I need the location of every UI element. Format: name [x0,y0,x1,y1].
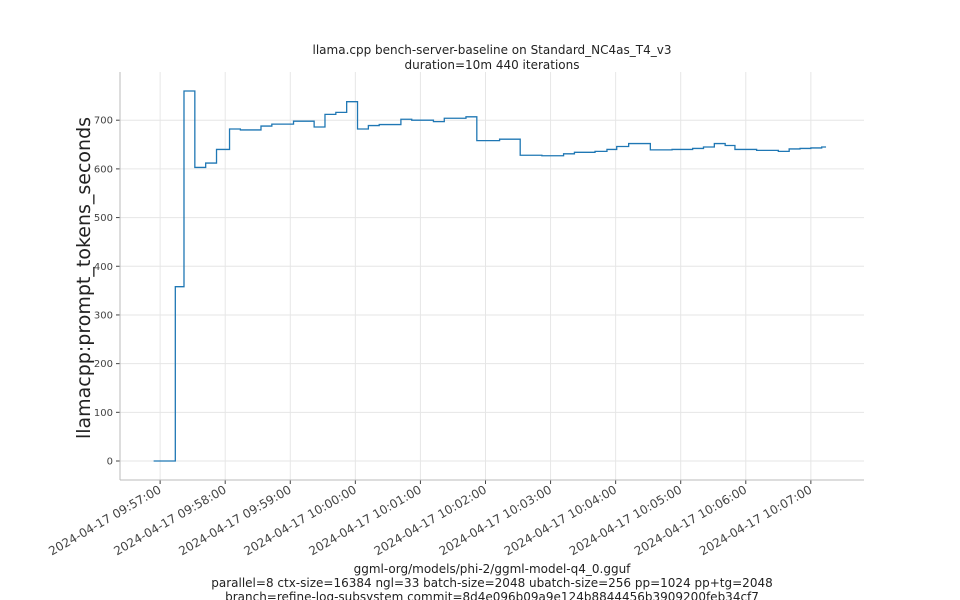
chart-subtitle: duration=10m 440 iterations [405,58,580,72]
x-tick-label: 2024-04-17 10:07:00 [697,482,814,558]
y-tick-label: 400 [94,262,113,273]
y-tick-label: 200 [94,359,113,370]
x-tick-label: 2024-04-17 10:04:00 [502,482,619,558]
y-axis-label: llamacpp:prompt_tokens_seconds [73,117,95,439]
footer-line: ggml-org/models/phi-2/ggml-model-q4_0.gg… [354,562,632,576]
y-tick-label: 700 [94,116,113,127]
x-tick-label: 2024-04-17 10:06:00 [632,482,749,558]
x-tick-label: 2024-04-17 10:00:00 [241,482,358,558]
x-tick-label: 2024-04-17 10:05:00 [567,482,684,558]
footer-line: branch=refine-log-subsystem commit=8d4e0… [225,590,759,600]
y-tick-label: 100 [94,408,113,419]
x-tick-label: 2024-04-17 10:03:00 [437,482,554,558]
footer-line: parallel=8 ctx-size=16384 ngl=33 batch-s… [211,576,772,590]
x-tick-label: 2024-04-17 09:58:00 [111,482,228,558]
x-tick-label: 2024-04-17 09:57:00 [46,482,163,558]
y-tick-label: 300 [94,310,113,321]
y-tick-label: 600 [94,164,113,175]
x-tick-label: 2024-04-17 09:59:00 [176,482,293,558]
y-tick-label: 0 [107,457,113,468]
y-tick-label: 500 [94,213,113,224]
x-tick-label: 2024-04-17 10:02:00 [372,482,489,558]
chart-title: llama.cpp bench-server-baseline on Stand… [313,43,672,57]
x-tick-label: 2024-04-17 10:01:00 [307,482,424,558]
data-line [153,90,827,462]
